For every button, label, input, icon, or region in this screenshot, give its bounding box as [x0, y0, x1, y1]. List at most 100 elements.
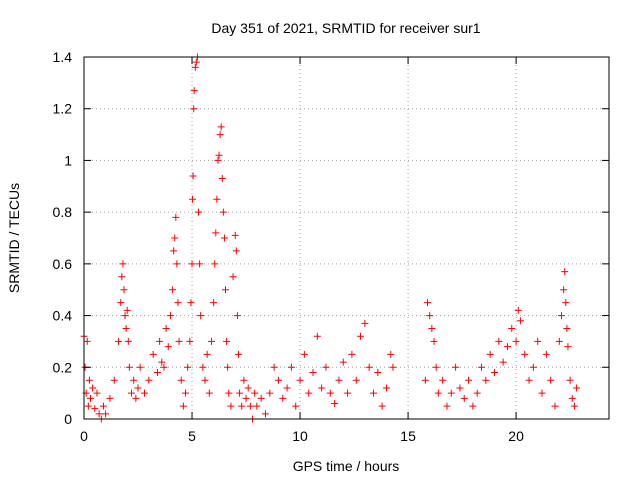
- data-point: [171, 234, 179, 242]
- data-point: [538, 389, 546, 397]
- data-point: [160, 363, 168, 371]
- data-point: [387, 350, 395, 358]
- data-point: [222, 286, 230, 294]
- data-point: [115, 337, 123, 345]
- data-point: [149, 350, 157, 358]
- data-point: [251, 389, 259, 397]
- data-point: [426, 312, 434, 320]
- data-point: [257, 394, 265, 402]
- data-point: [93, 389, 101, 397]
- data-point: [473, 389, 481, 397]
- data-point: [102, 410, 110, 418]
- data-point: [199, 363, 207, 371]
- data-point: [156, 337, 164, 345]
- grid-lines: [84, 57, 609, 419]
- data-point: [465, 376, 473, 384]
- data-point: [564, 343, 572, 351]
- data-point: [169, 286, 177, 294]
- data-point: [300, 350, 308, 358]
- x-tick-label: 10: [292, 428, 308, 444]
- data-point: [374, 368, 382, 376]
- y-tick-label: 1.2: [53, 101, 73, 117]
- data-point: [421, 376, 429, 384]
- data-point: [357, 332, 365, 340]
- data-point: [162, 325, 170, 332]
- y-tick-label: 0.2: [53, 359, 73, 375]
- data-point: [125, 363, 133, 371]
- data-point: [331, 399, 339, 407]
- data-point: [287, 363, 295, 371]
- data-point: [124, 337, 132, 345]
- data-point: [439, 376, 447, 384]
- data-point: [547, 376, 555, 384]
- data-point: [560, 286, 568, 294]
- data-point: [495, 337, 503, 345]
- data-point: [253, 402, 261, 410]
- data-point: [534, 337, 542, 345]
- data-point: [478, 363, 486, 371]
- data-point: [566, 376, 574, 384]
- data-point: [121, 312, 129, 320]
- data-point: [361, 319, 369, 327]
- data-point: [232, 247, 240, 255]
- data-point: [227, 402, 235, 410]
- y-tick-label: 0.6: [53, 256, 73, 272]
- data-point: [140, 389, 148, 397]
- data-point: [182, 389, 190, 397]
- data-point: [225, 389, 233, 397]
- data-point: [443, 402, 451, 410]
- data-point: [469, 402, 477, 410]
- data-point: [283, 384, 291, 392]
- data-points: [80, 53, 581, 423]
- y-tick-label: 1.4: [53, 49, 73, 65]
- data-point: [191, 63, 199, 71]
- data-point: [382, 384, 390, 392]
- data-point: [573, 384, 581, 392]
- data-point: [188, 195, 196, 203]
- data-point: [238, 402, 246, 410]
- data-point: [212, 229, 220, 237]
- axis-ticks: [83, 56, 609, 420]
- data-point: [130, 376, 138, 384]
- data-point: [244, 384, 252, 392]
- data-point: [570, 402, 578, 410]
- data-point: [313, 332, 321, 340]
- data-point: [246, 402, 254, 410]
- data-point: [186, 337, 194, 345]
- data-point: [233, 312, 241, 320]
- data-point: [322, 363, 330, 371]
- x-axis-label: GPS time / hours: [293, 458, 400, 474]
- data-point: [261, 410, 269, 418]
- data-point: [177, 376, 185, 384]
- data-point: [568, 394, 576, 402]
- data-point: [555, 337, 563, 345]
- data-point: [296, 376, 304, 384]
- data-point: [179, 402, 187, 410]
- data-point: [172, 213, 180, 221]
- x-tick-label: 0: [80, 428, 88, 444]
- data-point: [134, 384, 142, 392]
- data-point: [196, 260, 204, 268]
- data-point: [456, 384, 464, 392]
- data-point: [122, 325, 130, 332]
- y-axis-label: SRMTID / TECUs: [6, 183, 22, 293]
- y-tick-labels: 0 0.2 0.4 0.6 0.8 1 1.2 1.4: [53, 49, 73, 427]
- data-point: [335, 376, 343, 384]
- data-point: [215, 151, 223, 159]
- data-point: [557, 312, 565, 320]
- data-point: [117, 299, 125, 307]
- x-tick-label: 15: [400, 428, 416, 444]
- data-point: [231, 231, 239, 239]
- data-point: [318, 384, 326, 392]
- data-point: [197, 312, 205, 320]
- data-point: [508, 325, 516, 332]
- data-point: [424, 299, 432, 307]
- data-point: [190, 87, 198, 95]
- data-point: [234, 350, 242, 358]
- data-point: [218, 175, 226, 183]
- data-point: [219, 208, 227, 216]
- data-point: [274, 376, 282, 384]
- data-point: [85, 376, 93, 384]
- data-point: [309, 368, 317, 376]
- data-point: [482, 376, 490, 384]
